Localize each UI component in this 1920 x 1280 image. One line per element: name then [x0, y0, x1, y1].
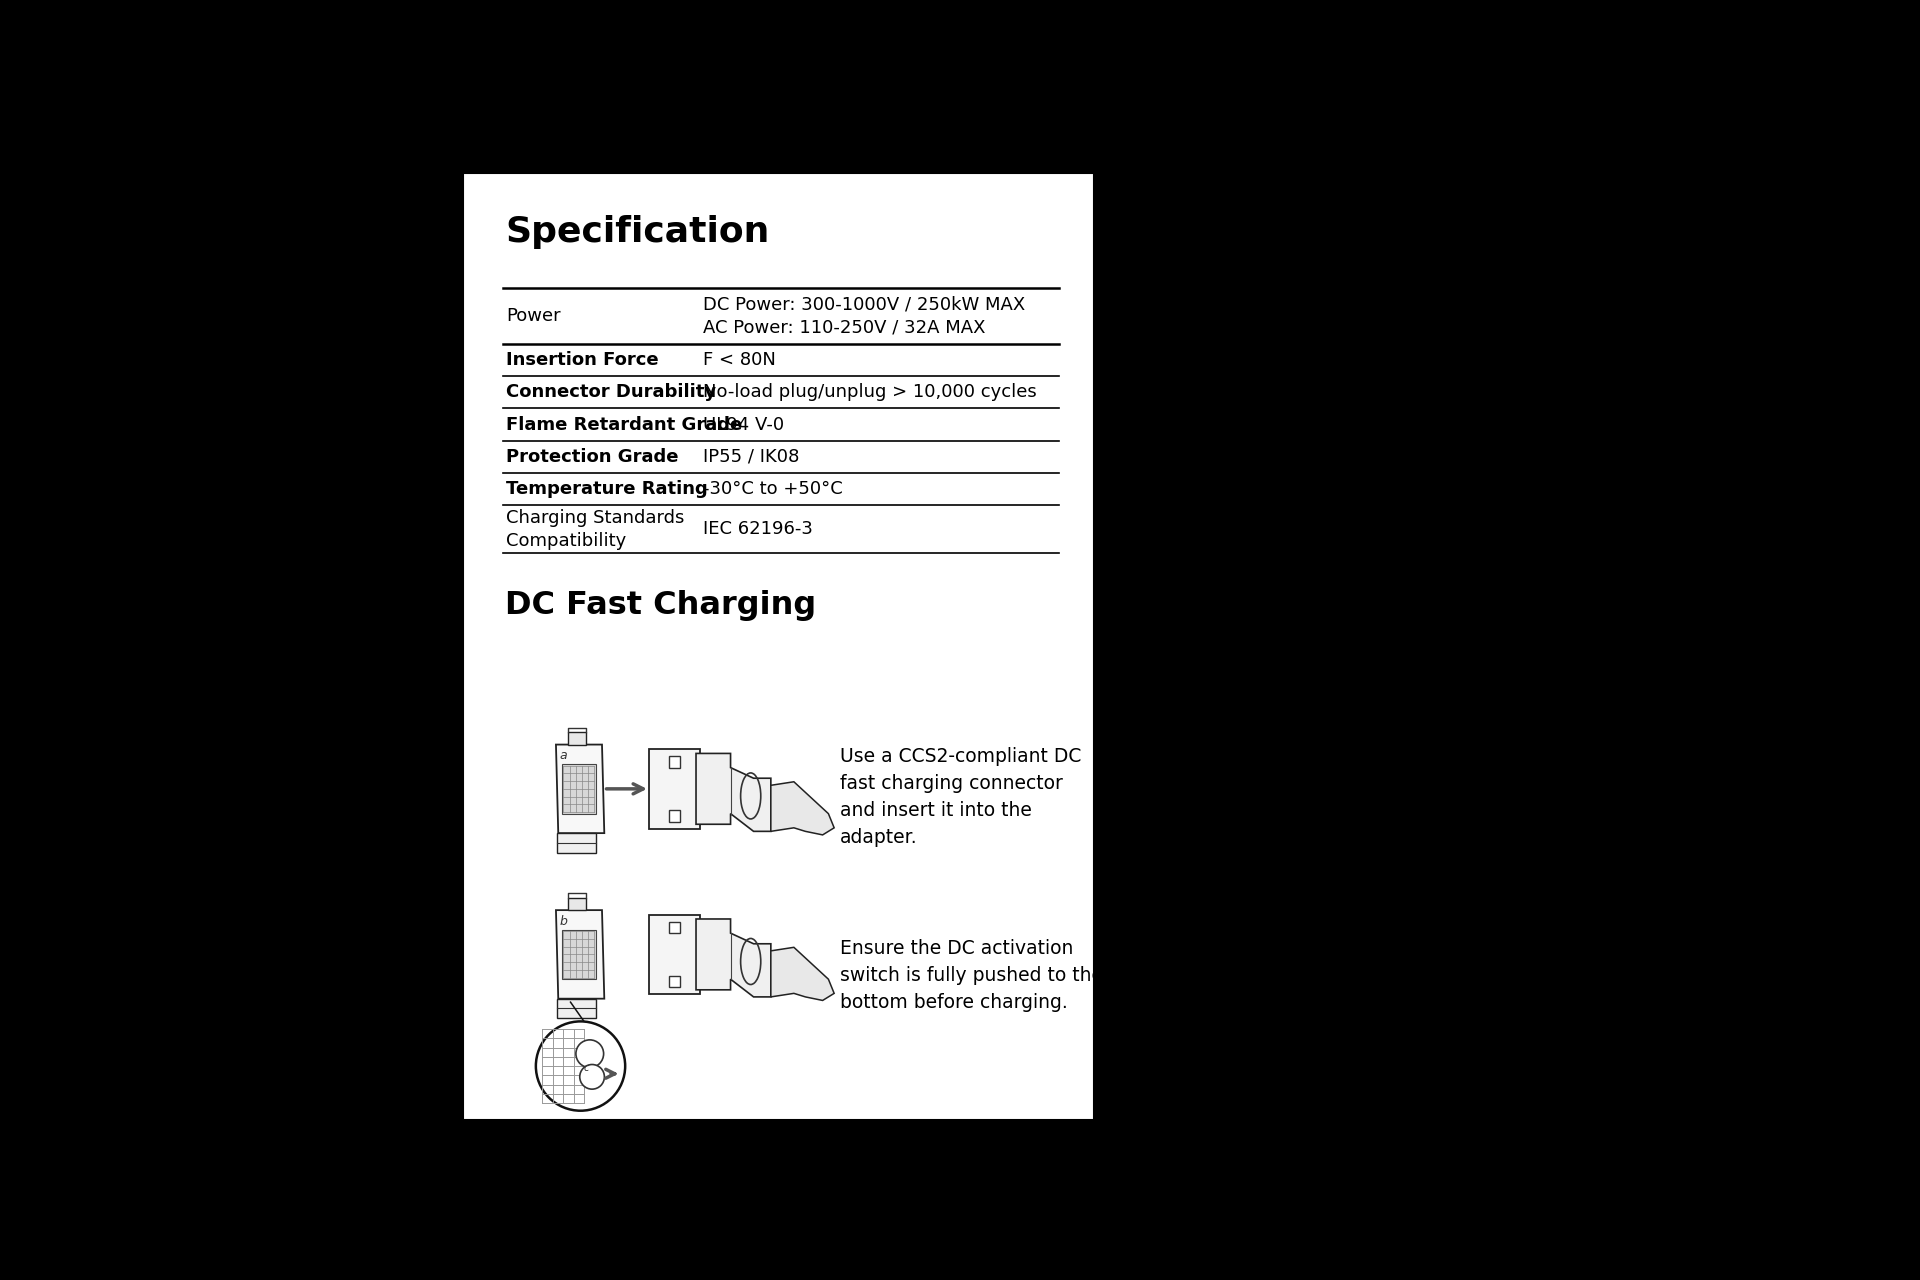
- Polygon shape: [557, 745, 605, 833]
- Circle shape: [536, 1021, 626, 1111]
- FancyBboxPatch shape: [668, 975, 680, 987]
- Text: Use a CCS2-compliant DC
fast charging connector
and insert it into the
adapter.: Use a CCS2-compliant DC fast charging co…: [841, 746, 1081, 847]
- Text: -30°C to +50°C: -30°C to +50°C: [703, 480, 843, 498]
- Text: b: b: [559, 914, 566, 928]
- FancyBboxPatch shape: [568, 897, 586, 910]
- Text: Flame Retardant Grade: Flame Retardant Grade: [505, 416, 741, 434]
- Polygon shape: [697, 754, 770, 831]
- FancyBboxPatch shape: [668, 810, 680, 822]
- FancyBboxPatch shape: [568, 732, 586, 745]
- Text: a: a: [559, 749, 566, 762]
- Text: Connector Durability: Connector Durability: [505, 383, 716, 402]
- Circle shape: [580, 1065, 605, 1089]
- FancyBboxPatch shape: [649, 914, 701, 995]
- Text: IP55 / IK08: IP55 / IK08: [703, 448, 799, 466]
- FancyBboxPatch shape: [668, 756, 680, 768]
- Circle shape: [576, 1039, 603, 1068]
- Text: Charging Standards
Compatibility: Charging Standards Compatibility: [505, 509, 684, 550]
- FancyBboxPatch shape: [649, 749, 701, 828]
- FancyBboxPatch shape: [557, 998, 595, 1018]
- Text: DC Fast Charging: DC Fast Charging: [505, 590, 816, 621]
- Polygon shape: [770, 947, 833, 1001]
- Text: No-load plug/unplug > 10,000 cycles: No-load plug/unplug > 10,000 cycles: [703, 383, 1037, 402]
- Text: IEC 62196-3: IEC 62196-3: [703, 521, 812, 539]
- Polygon shape: [770, 782, 833, 835]
- Text: UL94 V-0: UL94 V-0: [703, 416, 783, 434]
- Polygon shape: [697, 919, 770, 997]
- Text: Ensure the DC activation
switch is fully pushed to the
bottom before charging.: Ensure the DC activation switch is fully…: [841, 940, 1102, 1012]
- FancyBboxPatch shape: [563, 929, 595, 979]
- Text: Insertion Force: Insertion Force: [505, 351, 659, 369]
- Text: F < 80N: F < 80N: [703, 351, 776, 369]
- Text: Temperature Rating: Temperature Rating: [505, 480, 708, 498]
- Text: Specification: Specification: [505, 215, 770, 250]
- FancyBboxPatch shape: [557, 833, 595, 852]
- Polygon shape: [557, 910, 605, 998]
- FancyBboxPatch shape: [463, 173, 1094, 1120]
- Text: Power: Power: [505, 307, 561, 325]
- Text: DC Power: 300-1000V / 250kW MAX
AC Power: 110-250V / 32A MAX: DC Power: 300-1000V / 250kW MAX AC Power…: [703, 296, 1025, 337]
- Text: Protection Grade: Protection Grade: [505, 448, 678, 466]
- Text: c: c: [584, 1062, 589, 1073]
- FancyBboxPatch shape: [563, 764, 595, 814]
- FancyBboxPatch shape: [668, 922, 680, 933]
